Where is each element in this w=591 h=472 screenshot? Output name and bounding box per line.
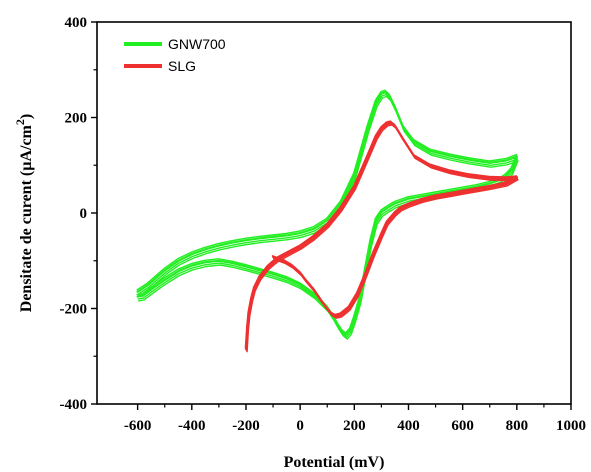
x-tick-label: 0 xyxy=(296,418,304,434)
x-tick-label: 1000 xyxy=(556,418,586,434)
plot-area xyxy=(136,89,519,353)
x-tick-label: 200 xyxy=(343,418,366,434)
series-line-slg-cycle xyxy=(273,179,519,319)
plot-frame xyxy=(96,21,572,405)
series-slg xyxy=(244,120,519,353)
series-line-slg-cycle xyxy=(272,177,519,318)
y-tick-label: -400 xyxy=(60,397,88,413)
y-axis-title-superscript: 2 xyxy=(13,119,27,125)
series-line-gnw700-cycle xyxy=(137,95,519,297)
series-line-gnw700-cycle xyxy=(136,155,518,336)
legend-label-slg: SLG xyxy=(168,58,196,74)
y-axis-title-main: Densitate de curent (µA/cm xyxy=(18,124,35,312)
axis-ticks: -600 -400 -200 0 200 400 600 800 1000 -400 -200 0 20… xyxy=(60,15,587,434)
x-tick-label: -200 xyxy=(232,418,260,434)
series-line-slg-cycle xyxy=(246,124,519,353)
series-line-slg-cycle xyxy=(245,122,519,352)
series-line-slg-cycle xyxy=(244,121,518,351)
series-line-slg-cycle xyxy=(244,120,517,349)
legend: GNW700 SLG xyxy=(124,36,226,74)
series-line-slg-cycle xyxy=(271,175,517,316)
y-axis-title: Densitate de curent (µA/cm2) xyxy=(13,114,35,312)
x-tick-label: 400 xyxy=(397,418,420,434)
y-tick-label: 400 xyxy=(65,15,88,31)
y-tick-label: -200 xyxy=(60,302,88,318)
legend-label-gnw700: GNW700 xyxy=(168,36,226,52)
series-line-gnw700-cycle xyxy=(136,91,518,293)
y-tick-label: 200 xyxy=(65,111,88,127)
y-tick-label: 0 xyxy=(80,206,88,222)
x-tick-label: 600 xyxy=(451,418,474,434)
x-tick-label: 800 xyxy=(506,418,529,434)
x-axis-title: Potential (mV) xyxy=(284,454,385,471)
series-line-gnw700-cycle xyxy=(136,153,517,334)
series-line-gnw700-cycle xyxy=(136,89,517,291)
x-tick-label: -400 xyxy=(178,418,206,434)
x-tick-label: -600 xyxy=(124,418,152,434)
y-axis-title-close: ) xyxy=(18,114,35,119)
series-gnw700 xyxy=(136,89,519,340)
